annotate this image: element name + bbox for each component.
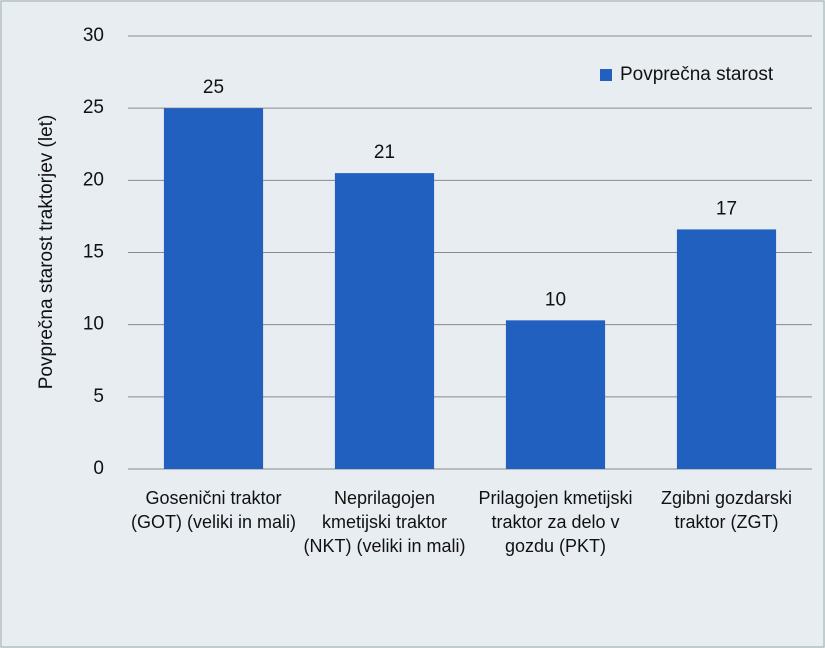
y-tick-label: 15: [83, 242, 104, 263]
x-tick-label: Zgibni gozdarski traktor (ZGT): [660, 488, 793, 532]
y-tick-label: 30: [83, 25, 104, 46]
bar: [676, 229, 777, 469]
data-label: 17: [716, 198, 737, 219]
bar: [505, 320, 606, 469]
y-tick-label: 10: [83, 314, 104, 335]
y-tick-label: 5: [93, 386, 104, 407]
legend-swatch: [600, 69, 612, 81]
y-tick-label: 20: [83, 169, 104, 190]
data-label: 10: [545, 289, 566, 310]
bar: [334, 173, 435, 469]
data-label: 21: [374, 142, 395, 163]
data-label: 25: [203, 77, 224, 98]
legend-label: Povprečna starost: [620, 64, 774, 85]
x-tick-label: Neprilagojen kmetijski traktor (NKT) (ve…: [303, 488, 466, 556]
y-tick-label: 25: [83, 97, 104, 118]
y-tick-label: 0: [93, 458, 104, 479]
bar: [163, 108, 264, 470]
x-tick-label: Prilagojen kmetijski traktor za delo v g…: [478, 488, 633, 556]
x-tick-label: Gosenični traktor (GOT) (veliki in mali): [131, 488, 296, 532]
y-axis-label: Povprečna starost traktorjev (let): [36, 115, 57, 390]
